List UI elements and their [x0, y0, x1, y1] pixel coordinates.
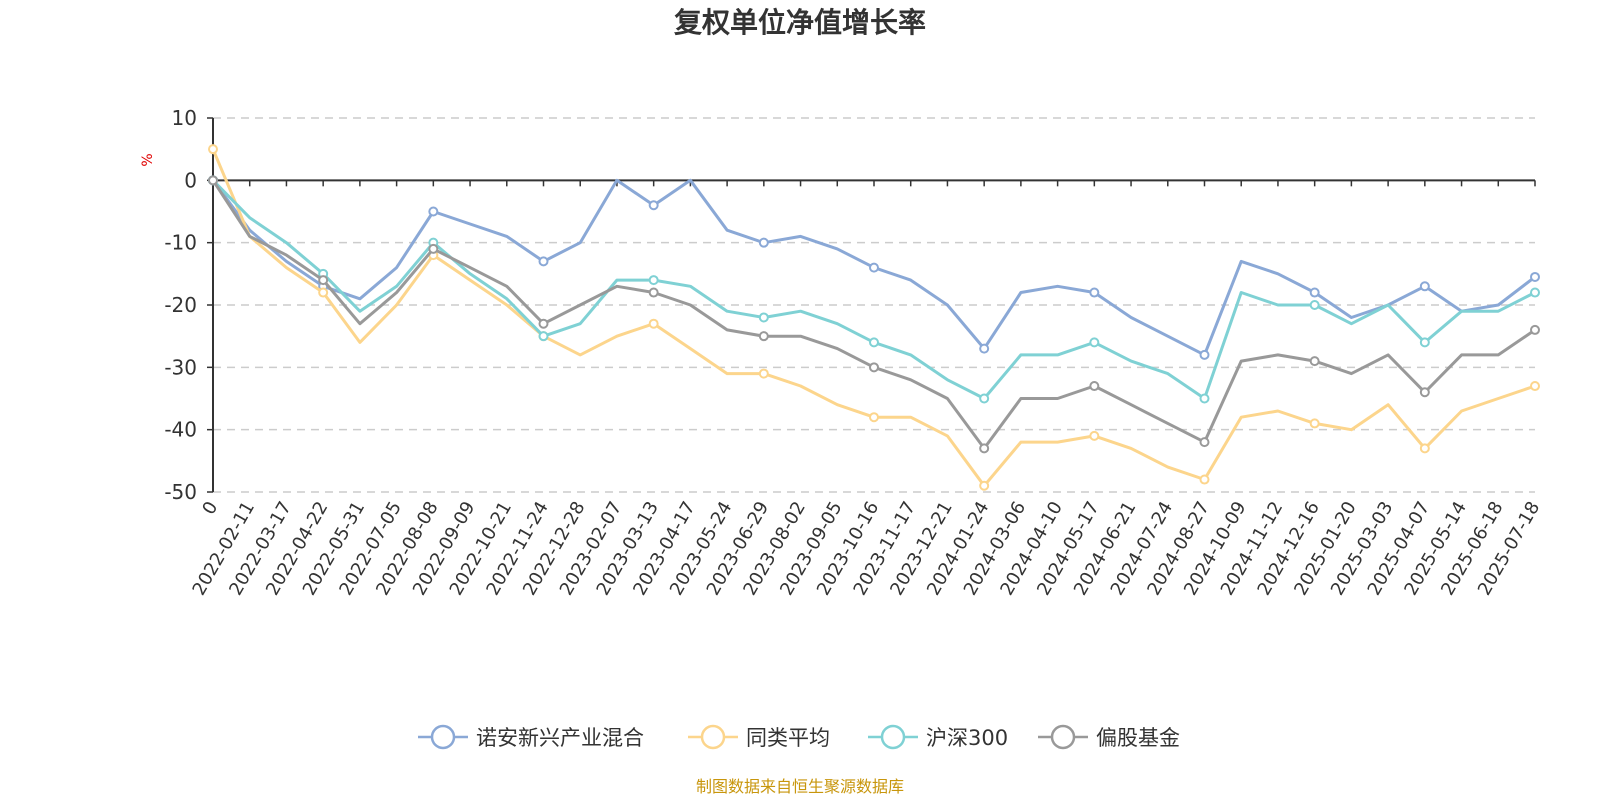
legend[interactable]: 诺安新兴产业混合 同类平均 沪深300 偏股基金 — [418, 724, 1180, 750]
series-point — [538, 331, 549, 342]
series-point — [538, 256, 549, 267]
series-point — [1419, 387, 1430, 398]
series-point — [979, 443, 990, 454]
y-tick-label: -40 — [164, 418, 197, 442]
series-point — [979, 480, 990, 491]
legend-circle-icon — [430, 724, 456, 750]
legend-label: 同类平均 — [746, 726, 830, 750]
series-point — [1419, 443, 1430, 454]
legend-item[interactable]: 偏股基金 — [1038, 724, 1180, 750]
series-point — [208, 144, 218, 155]
y-axis-ticks: 10 0 -10 -20 -30 -40 -50 — [164, 106, 213, 504]
series-point — [648, 287, 659, 298]
y-tick-label: 0 — [184, 168, 197, 192]
series-point — [1199, 393, 1210, 404]
series-point — [318, 287, 329, 298]
y-tick-label: -20 — [164, 293, 197, 317]
series-point — [1309, 418, 1320, 429]
y-tick-label: -30 — [164, 355, 197, 379]
series-point — [758, 331, 769, 342]
series-point — [1089, 430, 1100, 441]
series-point — [1419, 281, 1430, 292]
chart-title: 复权单位净值增长率 — [674, 6, 926, 39]
series-point — [979, 393, 990, 404]
series-point — [1199, 474, 1210, 485]
series-point — [1309, 356, 1320, 367]
series-point — [1530, 381, 1540, 392]
series-lines — [208, 144, 1540, 491]
series-point — [648, 275, 659, 286]
series-point — [1419, 337, 1430, 348]
legend-label: 诺安新兴产业混合 — [476, 726, 644, 750]
series-point — [648, 318, 659, 329]
legend-item[interactable]: 沪深300 — [868, 724, 1008, 750]
series-point — [428, 243, 439, 254]
legend-circle-icon — [700, 724, 726, 750]
series-point — [758, 368, 769, 379]
y-axis-unit: % — [140, 153, 156, 166]
series-point — [869, 262, 879, 273]
series-point — [1089, 381, 1100, 392]
gridlines — [213, 117, 1535, 493]
series-point — [1530, 287, 1540, 298]
series-point — [1199, 437, 1210, 448]
legend-circle-icon — [880, 724, 906, 750]
legend-label: 沪深300 — [926, 726, 1008, 750]
x-tick-label: 0 — [198, 498, 222, 518]
series-point — [1530, 324, 1540, 335]
series-point — [758, 237, 769, 248]
series-point — [1199, 349, 1210, 360]
series-point — [1530, 271, 1540, 282]
series-line — [211, 179, 1536, 450]
legend-item[interactable]: 同类平均 — [688, 724, 830, 750]
series-point — [1089, 337, 1100, 348]
series-point — [869, 337, 879, 348]
y-tick-label: -10 — [164, 231, 197, 255]
data-source-note: 制图数据来自恒生聚源数据库 — [696, 777, 904, 796]
legend-label: 偏股基金 — [1096, 726, 1180, 750]
series-point — [428, 206, 439, 217]
series-point — [869, 412, 879, 423]
series-point — [208, 175, 218, 186]
series-point — [758, 312, 769, 323]
y-tick-label: -50 — [164, 480, 197, 504]
legend-item[interactable]: 诺安新兴产业混合 — [418, 724, 644, 750]
series-point — [648, 200, 659, 211]
series-point — [869, 362, 879, 373]
series-point — [1309, 287, 1320, 298]
series-point — [538, 318, 549, 329]
series-point — [1089, 287, 1100, 298]
legend-circle-icon — [1050, 724, 1076, 750]
y-tick-label: 10 — [172, 106, 197, 130]
series-point — [979, 343, 990, 354]
series-point — [318, 275, 329, 286]
series-point — [1309, 300, 1320, 310]
